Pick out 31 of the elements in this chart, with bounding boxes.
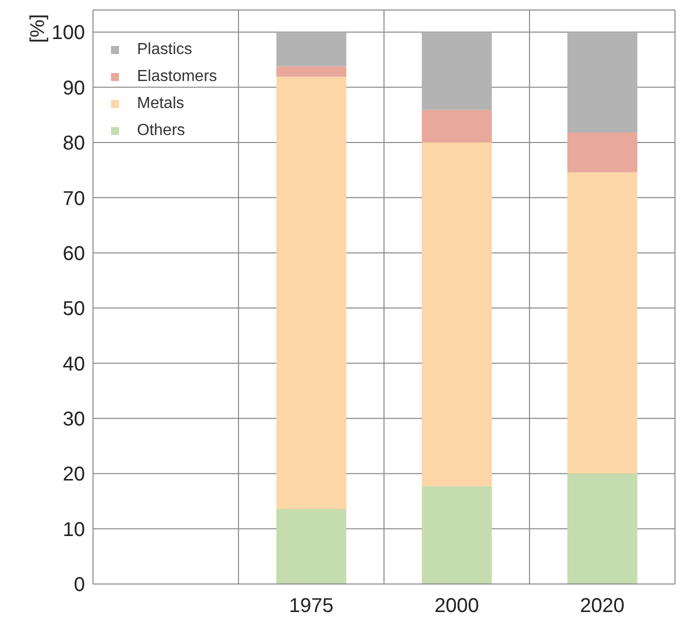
y-tick-label: 100 bbox=[52, 22, 85, 44]
legend-label: Elastomers bbox=[137, 68, 218, 86]
y-axis-title: [%] bbox=[27, 14, 49, 43]
y-tick-label: 10 bbox=[62, 518, 85, 541]
bar bbox=[567, 474, 638, 584]
bar bbox=[276, 32, 346, 66]
bar bbox=[276, 76, 346, 509]
y-tick-label: 40 bbox=[62, 353, 85, 376]
x-tick-label: 1975 bbox=[289, 595, 334, 618]
bar bbox=[567, 32, 638, 133]
y-tick-label: 80 bbox=[62, 132, 85, 155]
x-tick-label: 2020 bbox=[580, 595, 624, 618]
legend-label: Metals bbox=[137, 94, 184, 112]
bar bbox=[422, 142, 492, 486]
x-tick-label: 2000 bbox=[434, 595, 479, 618]
y-tick-label: 0 bbox=[74, 574, 85, 596]
y-tick-label: 30 bbox=[62, 408, 85, 431]
bar bbox=[422, 32, 492, 110]
legend-label: Others bbox=[137, 122, 186, 140]
y-tick-label: 70 bbox=[62, 188, 85, 210]
y-tick-label: 20 bbox=[62, 464, 85, 486]
bar bbox=[567, 172, 638, 474]
bar bbox=[276, 508, 346, 584]
bar bbox=[567, 132, 638, 172]
y-tick-label: 90 bbox=[62, 77, 85, 100]
legend-label: Plastics bbox=[137, 40, 192, 58]
bar bbox=[422, 486, 492, 584]
bar bbox=[276, 66, 346, 77]
bar bbox=[422, 110, 492, 142]
y-tick-label: 50 bbox=[62, 298, 85, 320]
y-tick-label: 60 bbox=[62, 242, 85, 265]
